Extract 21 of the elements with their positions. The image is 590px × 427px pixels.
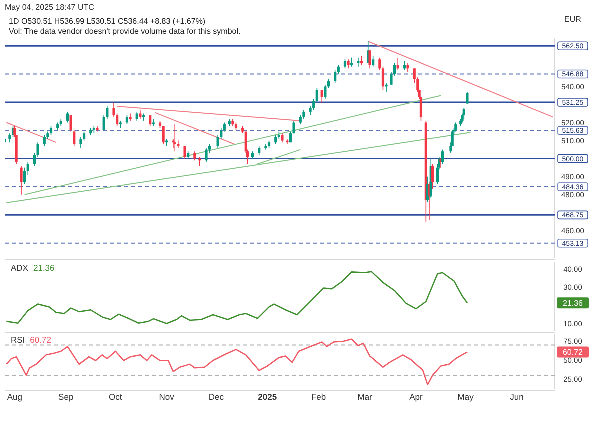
x-tick-label: Aug — [7, 392, 23, 402]
x-tick-label: Feb — [311, 392, 326, 402]
x-tick-label: Apr — [410, 392, 424, 402]
x-tick-label: Nov — [159, 392, 176, 402]
text: EUR — [564, 15, 582, 24]
chart-subtitle: Vol: The data vendor doesn't provide volume data for this symbol. — [9, 27, 241, 36]
x-tick-label: Sep — [58, 392, 74, 402]
text: 21.36 — [562, 298, 584, 308]
x-tick-label: Jun — [510, 392, 524, 402]
x-tick-label: May — [458, 392, 475, 402]
chart-title: 1D O530.51 H536.99 L530.51 C536.44 +8.83 (+1.67%) — [9, 17, 206, 26]
annotation: 21.36 — [33, 263, 56, 273]
x-tick-label: 2025 — [258, 392, 278, 402]
x-tick-label: Dec — [208, 392, 225, 402]
series-label: RSI — [11, 335, 26, 345]
text: ADX — [11, 263, 28, 273]
text: May 04, 2025 18:47 UTC — [5, 3, 95, 12]
x-tick-label: Mar — [358, 392, 373, 402]
x-tick-label: Oct — [109, 392, 123, 402]
text: 60.72 — [562, 348, 584, 358]
annotation: 60.72 — [30, 335, 52, 345]
